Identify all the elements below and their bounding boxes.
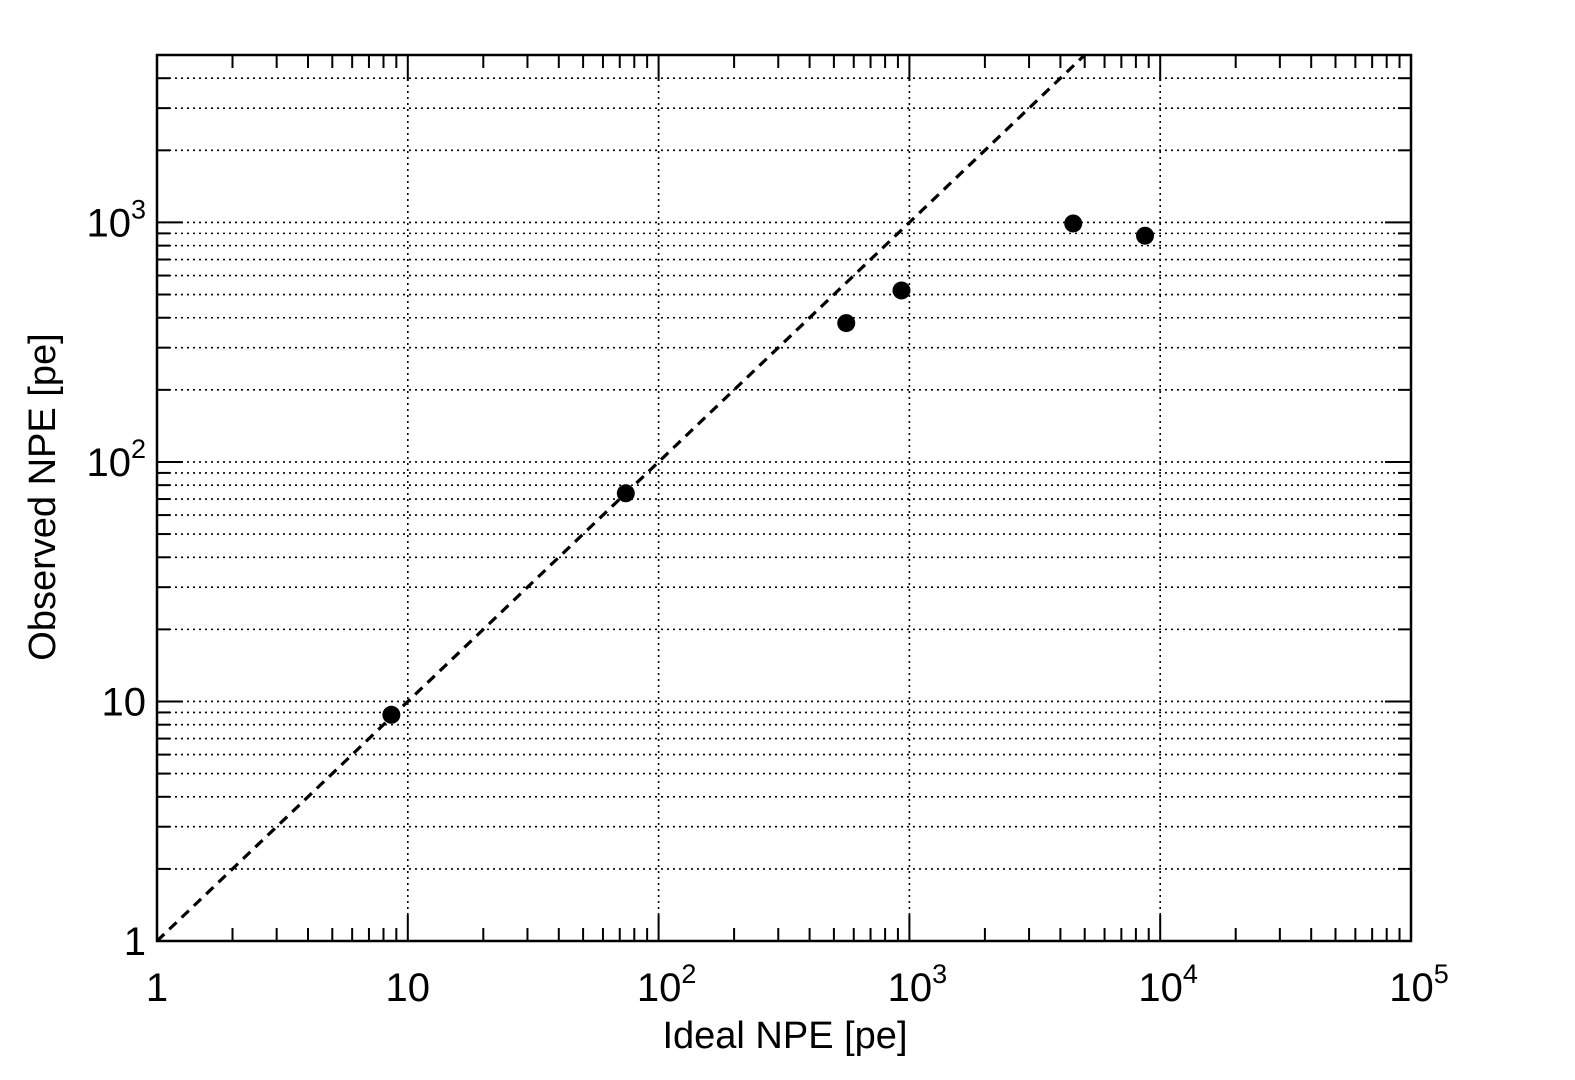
y-tick-label: 10	[102, 680, 147, 724]
x-tick-label: 105	[1389, 959, 1449, 1010]
tick-labels-layer: 1 10 102 103 104 105 1 10 102 103	[86, 194, 1448, 1010]
data-point	[1136, 227, 1154, 245]
data-point	[382, 706, 400, 724]
y-tick-label: 1	[124, 920, 146, 964]
data-points-layer	[382, 214, 1154, 723]
data-point	[837, 314, 855, 332]
data-point	[617, 484, 635, 502]
data-point	[1064, 214, 1082, 232]
x-tick-label: 10	[386, 966, 431, 1010]
grid-layer	[157, 55, 1411, 941]
x-axis-label: Ideal NPE [pe]	[662, 1015, 907, 1057]
x-tick-label: 102	[637, 959, 697, 1010]
x-tick-label: 1	[146, 966, 168, 1010]
x-tick-label: 104	[1138, 959, 1198, 1010]
y-tick-label: 102	[86, 434, 146, 485]
plot-frame	[157, 55, 1411, 941]
x-tick-label: 103	[888, 959, 948, 1010]
data-point	[892, 281, 910, 299]
y-tick-label: 103	[86, 194, 146, 245]
axes-frame-layer	[157, 55, 1411, 941]
y-axis-label: Observed NPE [pe]	[22, 333, 64, 660]
